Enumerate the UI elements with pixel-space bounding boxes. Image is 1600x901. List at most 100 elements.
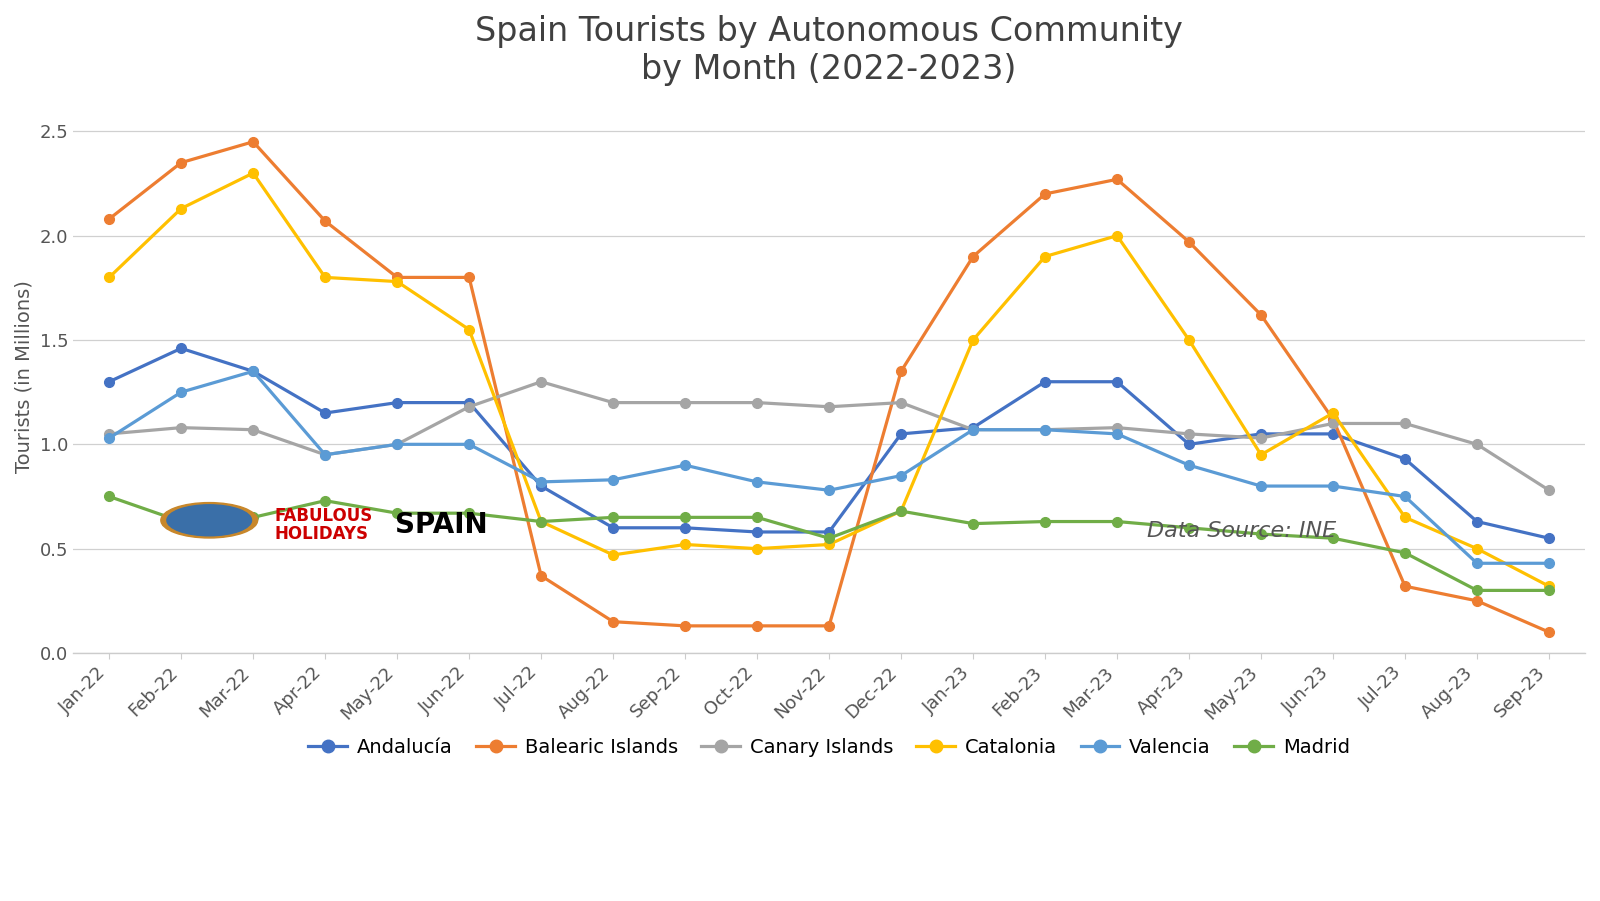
Balearic Islands	[603, 616, 622, 627]
Andalucía	[747, 526, 766, 537]
Canary Islands	[1539, 485, 1558, 496]
Canary Islands	[819, 401, 838, 412]
Valencia	[1035, 424, 1054, 435]
Catalonia	[1179, 334, 1198, 345]
Catalonia	[819, 539, 838, 550]
Canary Islands	[1467, 439, 1486, 450]
Canary Islands	[171, 423, 190, 433]
Line: Andalucía: Andalucía	[104, 343, 1554, 543]
Line: Canary Islands: Canary Islands	[104, 377, 1554, 495]
Balearic Islands	[531, 570, 550, 581]
Balearic Islands	[243, 136, 262, 147]
Madrid	[603, 512, 622, 523]
Balearic Islands	[99, 214, 118, 224]
Balearic Islands	[1179, 237, 1198, 248]
Madrid	[1107, 516, 1126, 527]
Line: Balearic Islands: Balearic Islands	[104, 137, 1554, 637]
Andalucía	[603, 523, 622, 533]
Text: HOLIDAYS: HOLIDAYS	[274, 525, 368, 543]
Valencia	[531, 477, 550, 487]
Andalucía	[1179, 439, 1198, 450]
Line: Catalonia: Catalonia	[104, 168, 1554, 591]
Valencia	[819, 485, 838, 496]
Catalonia	[315, 272, 334, 283]
Circle shape	[162, 503, 258, 538]
Andalucía	[819, 526, 838, 537]
Balearic Islands	[891, 366, 910, 377]
Valencia	[891, 470, 910, 481]
Valencia	[963, 424, 982, 435]
Valencia	[1107, 429, 1126, 440]
Canary Islands	[1179, 429, 1198, 440]
Title: Spain Tourists by Autonomous Community
by Month (2022-2023): Spain Tourists by Autonomous Community b…	[475, 15, 1182, 86]
Valencia	[1467, 558, 1486, 569]
Canary Islands	[387, 439, 406, 450]
Madrid	[891, 505, 910, 516]
Balearic Islands	[1323, 414, 1342, 424]
Madrid	[1179, 523, 1198, 533]
Madrid	[99, 491, 118, 502]
Andalucía	[1107, 377, 1126, 387]
Valencia	[171, 387, 190, 397]
Valencia	[243, 366, 262, 377]
Catalonia	[1251, 450, 1270, 460]
Legend: Andalucía, Balearic Islands, Canary Islands, Catalonia, Valencia, Madrid: Andalucía, Balearic Islands, Canary Isla…	[301, 731, 1357, 765]
Andalucía	[1467, 516, 1486, 527]
Madrid	[819, 532, 838, 543]
Canary Islands	[1323, 418, 1342, 429]
Canary Islands	[315, 450, 334, 460]
Madrid	[315, 496, 334, 506]
Andalucía	[1251, 429, 1270, 440]
Valencia	[603, 475, 622, 486]
Andalucía	[243, 366, 262, 377]
Balearic Islands	[1467, 596, 1486, 606]
Valencia	[1539, 558, 1558, 569]
Madrid	[1251, 529, 1270, 540]
Canary Islands	[531, 377, 550, 387]
Catalonia	[891, 505, 910, 516]
Andalucía	[99, 377, 118, 387]
Andalucía	[531, 480, 550, 491]
Catalonia	[171, 203, 190, 214]
Text: SPAIN: SPAIN	[395, 511, 488, 539]
Catalonia	[387, 277, 406, 287]
Text: Data Source: INE: Data Source: INE	[1147, 522, 1336, 542]
Madrid	[531, 516, 550, 527]
Canary Islands	[891, 397, 910, 408]
Catalonia	[675, 539, 694, 550]
Canary Islands	[99, 429, 118, 440]
Catalonia	[963, 334, 982, 345]
Catalonia	[99, 272, 118, 283]
Canary Islands	[675, 397, 694, 408]
Text: FABULOUS: FABULOUS	[274, 507, 373, 525]
Madrid	[387, 508, 406, 519]
Andalucía	[459, 397, 478, 408]
Andalucía	[315, 407, 334, 418]
Andalucía	[387, 397, 406, 408]
Andalucía	[891, 429, 910, 440]
Canary Islands	[1107, 423, 1126, 433]
Balearic Islands	[1395, 581, 1414, 592]
Balearic Islands	[1539, 627, 1558, 638]
Catalonia	[1035, 251, 1054, 262]
Andalucía	[171, 343, 190, 354]
Madrid	[1323, 532, 1342, 543]
Catalonia	[1323, 407, 1342, 418]
Madrid	[1539, 585, 1558, 596]
Madrid	[747, 512, 766, 523]
Canary Islands	[747, 397, 766, 408]
Valencia	[1179, 460, 1198, 470]
Canary Islands	[963, 424, 982, 435]
Andalucía	[675, 523, 694, 533]
Valencia	[315, 450, 334, 460]
Circle shape	[166, 505, 251, 536]
Valencia	[387, 439, 406, 450]
Andalucía	[1035, 377, 1054, 387]
Catalonia	[1539, 581, 1558, 592]
Andalucía	[1323, 429, 1342, 440]
Valencia	[1395, 491, 1414, 502]
Catalonia	[1107, 231, 1126, 241]
Catalonia	[459, 324, 478, 335]
Balearic Islands	[675, 621, 694, 632]
Madrid	[1035, 516, 1054, 527]
